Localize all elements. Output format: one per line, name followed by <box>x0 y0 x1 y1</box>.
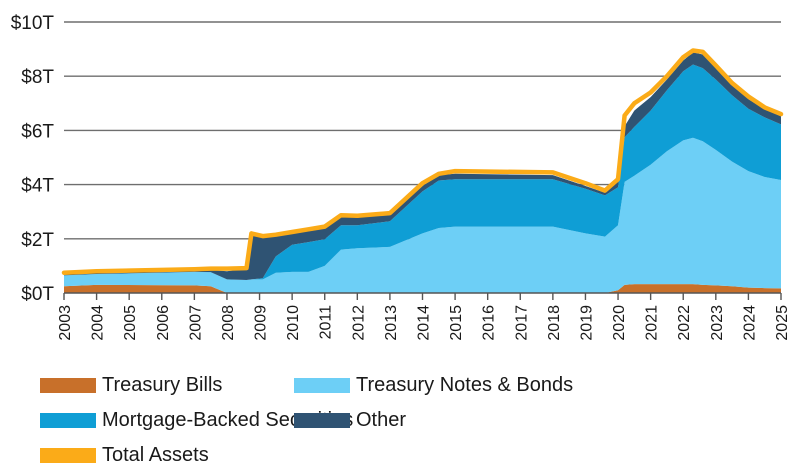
x-tick-label: 2022 <box>676 305 693 341</box>
y-tick-label: $6T <box>21 121 54 142</box>
x-axis-labels: 2003 2004 2005 2006 2007 2008 2009 2010 2011 2012… <box>57 305 791 341</box>
legend-label: Other <box>356 408 407 431</box>
x-tick-label: 2020 <box>611 305 628 341</box>
x-tick-label: 2017 <box>513 305 530 341</box>
legend-label: Mortgage-Backed Securities <box>102 408 354 431</box>
stacked-area-chart: $0T $2T $4T $6T $8T $10T 2003 2004 2005 2006 2007… <box>11 13 791 341</box>
total-assets-line-layer <box>61 48 784 275</box>
area-series <box>64 52 781 293</box>
x-tick-label: 2010 <box>285 305 302 341</box>
legend-item-mortgage-backed-securities: Mortgage-Backed Securities <box>40 407 353 433</box>
legend-swatch-treasury-notes-bonds <box>294 377 350 393</box>
legend-item-treasury-bills: Treasury Bills <box>40 372 222 398</box>
area-mortgage-backed-securities <box>64 64 781 280</box>
x-tick-label: 2009 <box>253 305 270 341</box>
x-tick-label: 2012 <box>350 305 367 341</box>
legend-label: Treasury Notes & Bonds <box>356 373 574 396</box>
x-tick-label: 2011 <box>318 305 335 340</box>
x-tick-label: 2021 <box>644 305 661 341</box>
x-tick-label: 2013 <box>383 305 400 341</box>
x-tick-label: 2025 <box>774 305 791 341</box>
x-tick-label: 2015 <box>448 305 465 341</box>
legend-swatch-mortgage-backed-securities <box>40 412 96 428</box>
x-tick-label: 2014 <box>416 305 433 341</box>
legend-swatch-total-assets <box>40 447 96 463</box>
x-tick-label: 2016 <box>481 305 498 341</box>
x-tick-label: 2003 <box>57 305 74 341</box>
legend-item-treasury-notes-bonds: Treasury Notes & Bonds <box>294 372 573 398</box>
legend-item-other: Other <box>294 407 406 433</box>
legend-label: Treasury Bills <box>102 373 223 396</box>
y-tick-label: $10T <box>11 13 55 34</box>
x-tick-label: 2007 <box>187 305 204 341</box>
line-total-assets <box>61 48 784 275</box>
legend-swatch-other <box>294 412 350 428</box>
x-tick-label: 2004 <box>90 305 107 341</box>
legend-item-total-assets: Total Assets <box>40 442 209 468</box>
area-treasury-bills <box>64 284 781 293</box>
y-tick-label: $8T <box>21 67 54 88</box>
x-tick-label: 2006 <box>155 305 172 341</box>
legend: Treasury Bills Treasury Notes & Bonds Mo… <box>0 360 800 475</box>
area-treasury-notes-bonds <box>64 137 781 293</box>
x-tick-label: 2018 <box>546 305 563 341</box>
legend-label: Total Assets <box>102 443 209 466</box>
y-tick-label: $0T <box>21 284 54 305</box>
x-tick-label: 2024 <box>741 305 758 341</box>
x-tick-label: 2008 <box>220 305 237 341</box>
x-tick-label: 2019 <box>578 305 595 341</box>
x-tick-label: 2023 <box>709 305 726 341</box>
y-tick-label: $4T <box>21 176 54 197</box>
legend-swatch-treasury-bills <box>40 377 96 393</box>
x-tick-label: 2005 <box>122 305 139 341</box>
y-axis-labels: $0T $2T $4T $6T $8T $10T <box>11 13 55 305</box>
y-tick-label: $2T <box>21 230 54 251</box>
x-axis <box>63 292 782 300</box>
